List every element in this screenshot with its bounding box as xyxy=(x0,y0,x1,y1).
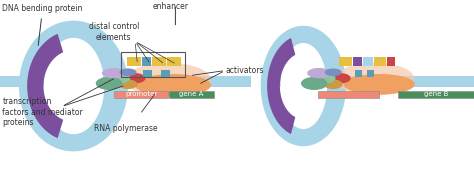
Text: DNA bending protein: DNA bending protein xyxy=(2,4,83,45)
Ellipse shape xyxy=(334,63,415,95)
Bar xyxy=(367,70,374,77)
Ellipse shape xyxy=(312,73,336,84)
Ellipse shape xyxy=(119,68,137,76)
Bar xyxy=(353,57,362,66)
Bar xyxy=(355,70,362,77)
Bar xyxy=(152,57,166,66)
Ellipse shape xyxy=(107,73,130,84)
Text: promoter: promoter xyxy=(125,91,157,97)
Ellipse shape xyxy=(44,38,103,134)
Bar xyxy=(318,91,379,98)
Bar xyxy=(143,70,152,77)
Ellipse shape xyxy=(96,77,122,90)
Bar xyxy=(387,57,395,66)
Ellipse shape xyxy=(102,68,126,78)
Bar xyxy=(161,70,170,77)
Ellipse shape xyxy=(135,74,211,96)
Ellipse shape xyxy=(344,74,415,95)
Ellipse shape xyxy=(281,44,326,128)
Ellipse shape xyxy=(307,68,331,78)
Bar xyxy=(374,57,386,66)
Ellipse shape xyxy=(330,73,351,83)
Text: gene A: gene A xyxy=(179,91,203,97)
Bar xyxy=(339,57,352,66)
Bar xyxy=(114,91,168,98)
Polygon shape xyxy=(261,26,346,146)
Ellipse shape xyxy=(301,77,328,90)
Bar xyxy=(142,57,151,66)
Polygon shape xyxy=(267,38,295,134)
Text: transcription
factors and mediator
proteins: transcription factors and mediator prote… xyxy=(2,97,83,127)
Bar xyxy=(127,57,141,66)
Text: enhancer: enhancer xyxy=(153,2,189,11)
Text: activators: activators xyxy=(225,66,264,75)
Bar xyxy=(261,76,474,87)
Text: gene B: gene B xyxy=(424,91,448,97)
Ellipse shape xyxy=(324,79,343,89)
Bar xyxy=(363,57,373,66)
Text: distal control
elements: distal control elements xyxy=(89,22,139,42)
Ellipse shape xyxy=(125,73,146,83)
Ellipse shape xyxy=(126,63,211,97)
Polygon shape xyxy=(27,34,63,138)
Text: RNA polymerase: RNA polymerase xyxy=(94,124,157,133)
Bar xyxy=(167,57,181,66)
Bar xyxy=(0,76,251,87)
Polygon shape xyxy=(19,21,128,151)
Bar xyxy=(121,52,185,77)
Bar xyxy=(398,91,474,98)
Bar xyxy=(169,91,214,98)
Ellipse shape xyxy=(118,79,137,89)
Ellipse shape xyxy=(325,68,342,76)
